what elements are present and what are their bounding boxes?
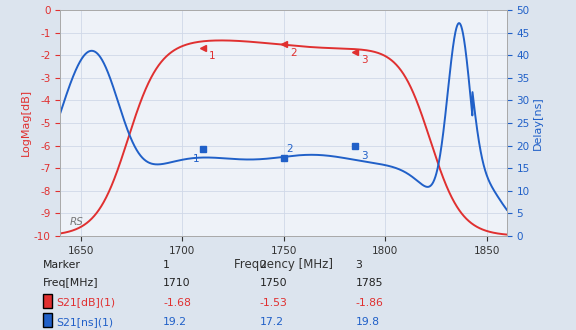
Text: 1: 1 — [209, 51, 215, 61]
Text: 2: 2 — [259, 260, 266, 270]
Text: -1.68: -1.68 — [163, 298, 191, 308]
Text: RS: RS — [69, 217, 84, 227]
Text: 17.2: 17.2 — [259, 317, 283, 327]
X-axis label: Frequency [MHz]: Frequency [MHz] — [234, 258, 333, 272]
Text: 2: 2 — [290, 48, 297, 58]
Text: 3: 3 — [361, 55, 367, 65]
Text: Freq[MHz]: Freq[MHz] — [43, 278, 98, 288]
Text: 3: 3 — [362, 151, 368, 161]
Text: S21[ns](1): S21[ns](1) — [56, 317, 113, 327]
FancyBboxPatch shape — [43, 293, 52, 308]
Y-axis label: LogMag[dB]: LogMag[dB] — [21, 89, 31, 156]
Text: 2: 2 — [286, 144, 293, 154]
Text: 1750: 1750 — [259, 278, 287, 288]
Text: 1710: 1710 — [163, 278, 191, 288]
Text: S21[dB](1): S21[dB](1) — [56, 298, 116, 308]
Y-axis label: Delay[ns]: Delay[ns] — [533, 96, 543, 150]
Text: 19.8: 19.8 — [355, 317, 380, 327]
Text: 1: 1 — [163, 260, 170, 270]
FancyBboxPatch shape — [43, 313, 52, 327]
Text: -1.53: -1.53 — [259, 298, 287, 308]
Text: -1.86: -1.86 — [355, 298, 384, 308]
Text: 1: 1 — [193, 154, 200, 164]
Text: Marker: Marker — [43, 260, 81, 270]
Text: 3: 3 — [355, 260, 362, 270]
Text: 1785: 1785 — [355, 278, 383, 288]
Text: 19.2: 19.2 — [163, 317, 187, 327]
